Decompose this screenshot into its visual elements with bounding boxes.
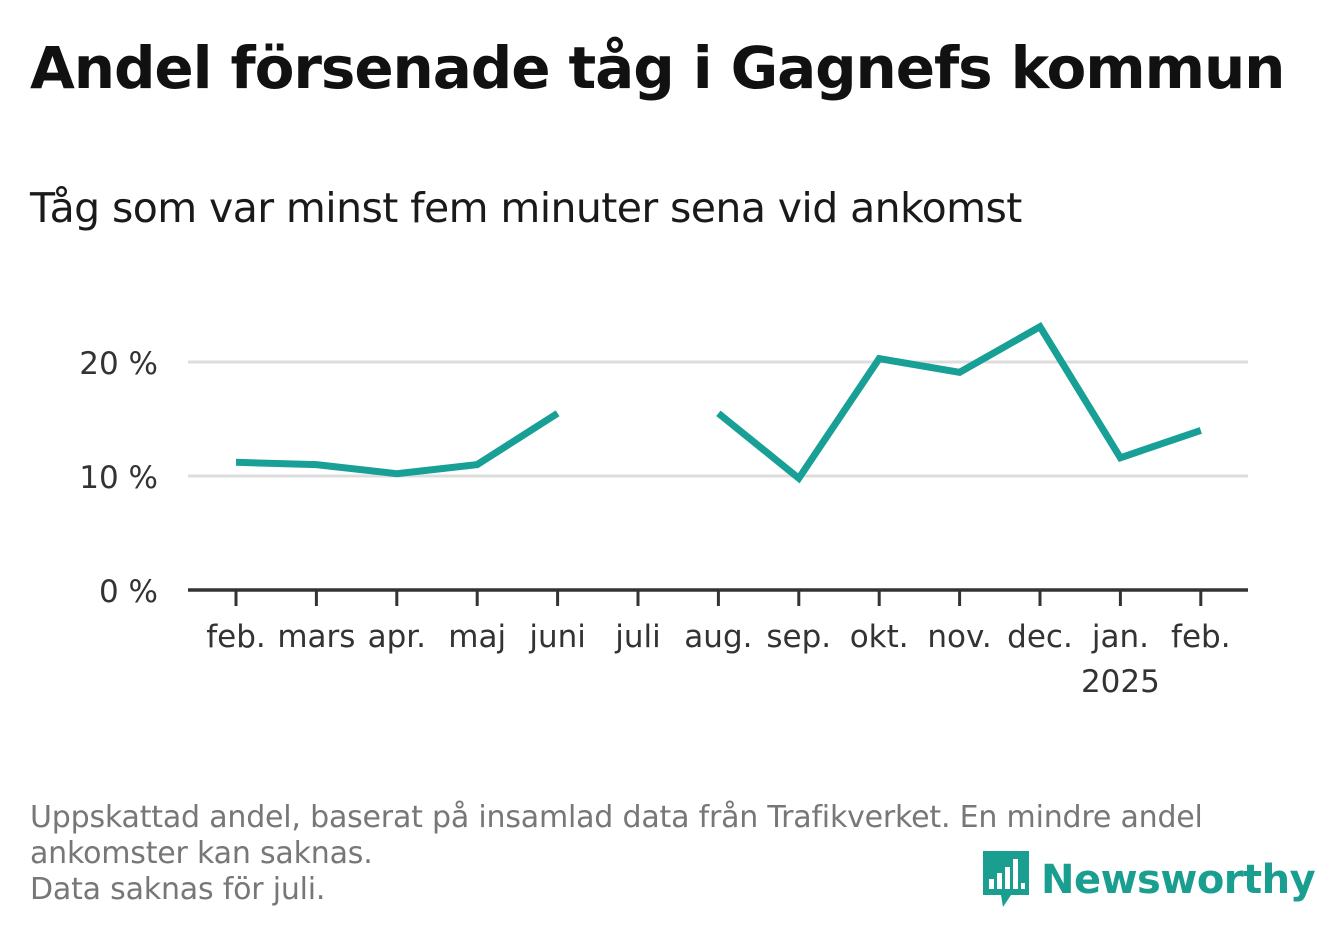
footnote: Uppskattad andel, baserat på insamlad da… bbox=[30, 800, 1280, 908]
newsworthy-logo: Newsworthy bbox=[981, 849, 1316, 911]
series-layer bbox=[235, 321, 1202, 484]
series-line bbox=[235, 410, 560, 478]
footnote-line-2: ankomster kan saknas. bbox=[30, 836, 373, 871]
y-tick-label: 10 % bbox=[79, 460, 158, 496]
x-tick-label: mars bbox=[277, 619, 355, 655]
x-tick-label: jan. bbox=[1091, 619, 1149, 655]
chart-title: Andel försenade tåg i Gagnefs kommun bbox=[30, 34, 1285, 102]
footnote-line-1: Uppskattad andel, baserat på insamlad da… bbox=[30, 800, 1203, 835]
x-tick-label: feb. bbox=[1171, 619, 1231, 655]
x-tick-label: maj bbox=[448, 619, 506, 655]
line-chart: 0 % 10 % 20 % feb. mars apr. maj juni juli aug. s… bbox=[79, 321, 1248, 700]
x-tick-label: sep. bbox=[766, 619, 831, 655]
x-tick-label: juli bbox=[614, 619, 661, 655]
x-tick-label: feb. bbox=[206, 619, 266, 655]
x-tick-label: juni bbox=[528, 619, 586, 655]
x-tick-label: apr. bbox=[368, 619, 426, 655]
bar-chart-logo-icon bbox=[983, 851, 1029, 907]
y-tick-label: 20 % bbox=[79, 346, 158, 382]
x-tick-year-label: 2025 bbox=[1081, 664, 1160, 700]
gridlines bbox=[188, 360, 1248, 478]
chart-subtitle: Tåg som var minst fem minuter sena vid a… bbox=[30, 184, 1022, 232]
x-tick-label: dec. bbox=[1007, 619, 1073, 655]
y-tick-label: 0 % bbox=[99, 574, 158, 610]
series-line bbox=[716, 321, 1202, 484]
y-axis-ticks: 0 % 10 % 20 % bbox=[79, 346, 158, 610]
x-tick-label: nov. bbox=[927, 619, 991, 655]
brand-name: Newsworthy bbox=[1041, 857, 1316, 903]
x-tick-label: aug. bbox=[684, 619, 752, 655]
x-axis-ticks: feb. mars apr. maj juni juli aug. sep. okt. nov. d… bbox=[206, 590, 1231, 700]
footnote-line-3: Data saknas för juli. bbox=[30, 872, 326, 907]
x-tick-label: okt. bbox=[850, 619, 909, 655]
